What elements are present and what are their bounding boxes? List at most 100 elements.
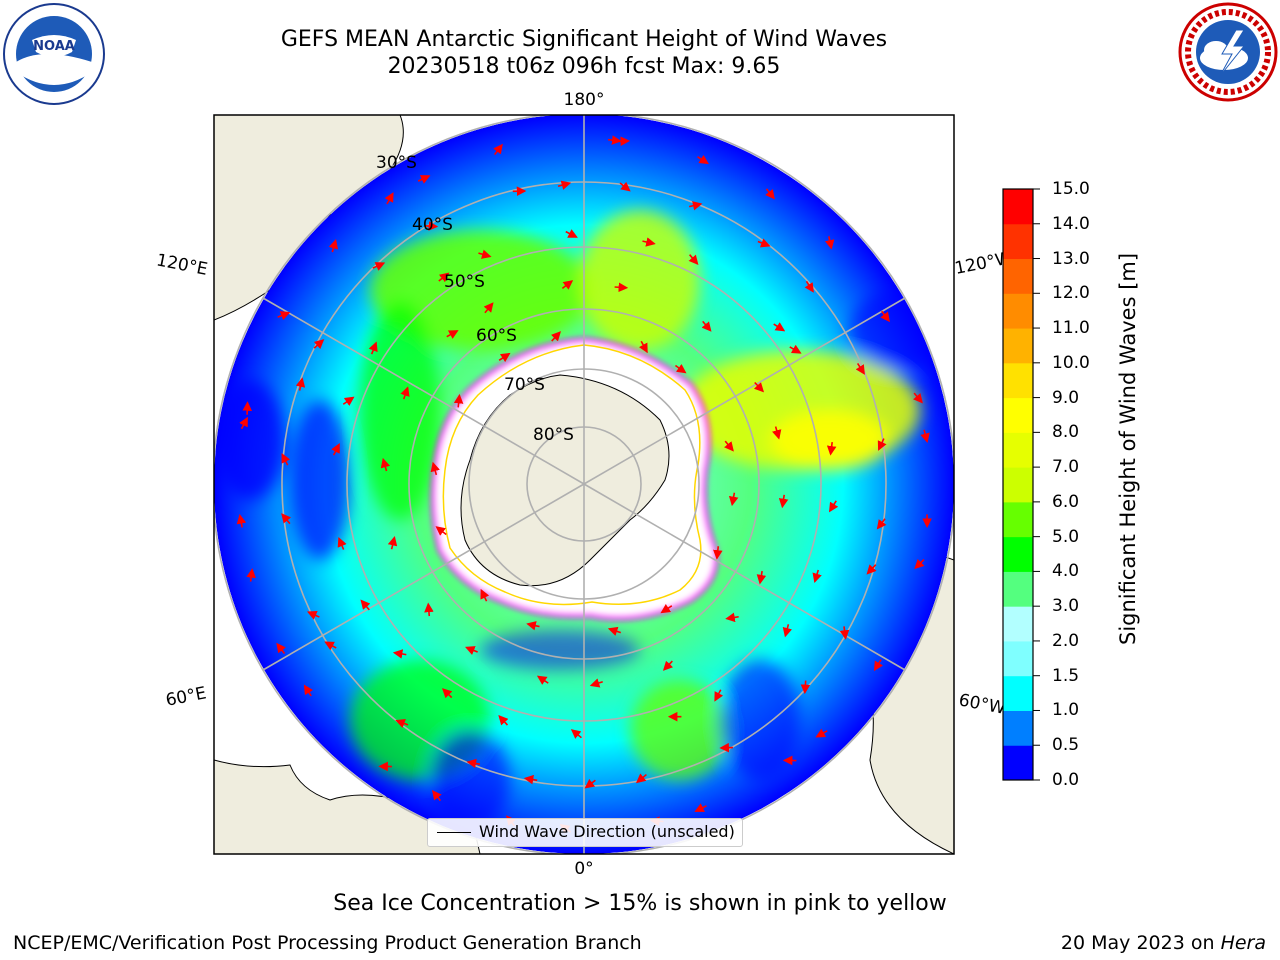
wind-wave-arrow	[635, 773, 647, 784]
wind-wave-arrow	[782, 624, 793, 638]
parallel-label-50s: 50°S	[444, 272, 485, 292]
wind-wave-arrow	[765, 188, 775, 200]
wind-wave-arrow	[877, 438, 887, 451]
colorbar-tick-label: 8.0	[1052, 422, 1080, 443]
wind-wave-arrow	[478, 249, 492, 259]
wind-wave-arrow	[303, 684, 314, 697]
wind-wave-arrow	[913, 392, 923, 404]
wind-wave-arrow	[728, 492, 739, 507]
wind-wave-arrow	[876, 518, 887, 530]
colorbar-tick-label: 4.0	[1052, 561, 1080, 582]
legend-label: Wind Wave Direction (unscaled)	[479, 822, 735, 841]
colorbar-segment	[1003, 293, 1033, 329]
wind-wave-arrow	[757, 238, 771, 248]
wind-wave-arrow	[465, 646, 478, 655]
sea-ice-note: Sea Ice Concentration > 15% is shown in …	[333, 891, 947, 916]
wind-wave-arrow	[589, 678, 603, 688]
wind-wave-arrow	[824, 236, 835, 250]
colorbar-tick-label: 0.5	[1052, 735, 1080, 756]
meridian-label-bottom: 0°	[574, 859, 593, 879]
wind-wave-arrow	[866, 564, 877, 575]
colorbar-segment	[1003, 606, 1033, 642]
legend-line	[437, 832, 471, 833]
wind-wave-arrow	[756, 570, 767, 585]
wind-wave-arrow	[442, 688, 453, 699]
wind-wave-arrow	[753, 381, 765, 393]
colorbar-segment	[1003, 571, 1033, 607]
wind-wave-arrow	[417, 175, 431, 184]
colorbar-tick-label: 7.0	[1052, 457, 1080, 478]
wind-wave-arrow	[306, 611, 320, 620]
wind-wave-arrow	[236, 514, 247, 528]
wind-wave-arrow	[697, 154, 709, 165]
wind-wave-arrow	[725, 612, 739, 623]
wind-wave-arrow	[438, 272, 450, 283]
colorbar-tick-label: 2.0	[1052, 630, 1080, 651]
wind-wave-arrow	[688, 254, 699, 266]
wind-wave-arrow	[565, 229, 578, 238]
wind-wave-arrow	[804, 280, 814, 293]
wind-wave-arrow	[642, 237, 656, 247]
wind-wave-arrow	[453, 393, 464, 408]
chart-subtitle: 20230518 t06z 096h fcst Max: 9.65	[387, 54, 781, 79]
wind-wave-arrow	[368, 341, 378, 355]
colorbar-tick-label: 14.0	[1052, 213, 1090, 234]
colorbar-tick-label: 3.0	[1052, 596, 1080, 617]
colorbar-tick-label: 0.0	[1052, 770, 1080, 790]
wind-wave-arrow	[815, 728, 828, 738]
wind-wave-arrow	[424, 221, 439, 231]
colorbar-segment	[1003, 536, 1033, 572]
wind-wave-arrow	[400, 386, 410, 400]
wind-wave-arrow	[384, 192, 394, 205]
colorbar-segment	[1003, 710, 1033, 746]
wind-wave-arrow	[380, 457, 391, 472]
colorbar-segment	[1003, 397, 1033, 433]
wind-wave-arrow	[276, 642, 286, 655]
wind-wave-arrow	[920, 429, 930, 444]
wind-wave-arrow	[536, 675, 549, 685]
wind-wave-arrow	[638, 340, 648, 354]
wind-wave-arrow	[694, 803, 707, 812]
wind-wave-arrow	[281, 453, 291, 466]
noaa-logo-icon: NOAA	[3, 3, 105, 105]
graticule	[214, 115, 954, 854]
wind-wave-arrow	[360, 599, 371, 611]
wind-wave-arrow	[331, 443, 340, 456]
wind-wave-direction-arrows	[236, 135, 932, 834]
map-legend: Wind Wave Direction (unscaled)	[427, 818, 743, 847]
wind-wave-arrow	[839, 626, 850, 640]
colorbar-tick-label: 1.0	[1052, 700, 1080, 721]
national-weather-service-logo-icon	[1178, 2, 1278, 102]
parallel-label-60s: 60°S	[476, 326, 517, 346]
wind-wave-arrow	[570, 729, 582, 739]
colorbar-label: Significant Height of Wind Waves [m]	[1116, 252, 1140, 645]
colorbar-tick-label: 12.0	[1052, 283, 1090, 304]
wind-wave-arrow	[435, 526, 447, 536]
wind-wave-arrow	[773, 322, 786, 332]
wind-wave-arrow	[277, 311, 291, 321]
wind-wave-arrow	[387, 535, 398, 550]
wind-wave-arrow	[873, 659, 884, 672]
wind-wave-arrow	[584, 778, 596, 789]
colorbar-tick-label: 9.0	[1052, 387, 1080, 408]
wind-wave-arrow	[466, 758, 481, 769]
colorbar-tick-label: 15.0	[1052, 179, 1090, 199]
wind-wave-arrow	[561, 280, 574, 290]
wind-wave-arrow	[483, 302, 494, 314]
wind-wave-arrow	[550, 331, 561, 342]
colorbar-segment	[1003, 362, 1033, 399]
colorbar	[1002, 188, 1040, 781]
wind-wave-arrow	[619, 181, 631, 192]
wind-wave-arrow	[324, 641, 337, 651]
meridian-label-top: 180°	[564, 90, 605, 110]
wind-wave-arrow	[855, 362, 865, 375]
wind-wave-arrow	[526, 621, 540, 631]
wind-wave-arrow	[313, 339, 325, 350]
wind-wave-arrow	[713, 546, 723, 560]
wind-wave-arrow	[614, 282, 629, 293]
wind-wave-arrow	[295, 377, 306, 391]
wind-wave-arrow	[395, 719, 409, 728]
wind-wave-arrow	[523, 774, 538, 785]
colorbar-segment	[1003, 675, 1033, 711]
